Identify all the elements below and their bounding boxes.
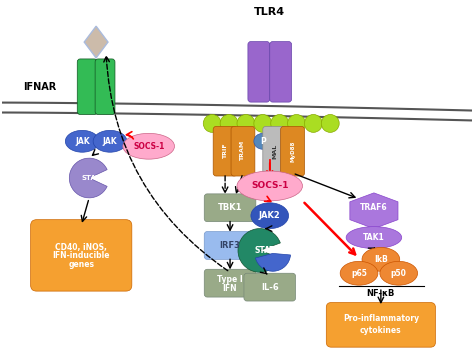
Polygon shape [350, 193, 398, 229]
FancyBboxPatch shape [204, 269, 256, 297]
Ellipse shape [346, 227, 401, 248]
Ellipse shape [237, 171, 302, 201]
Ellipse shape [304, 115, 322, 132]
Text: NF-κB: NF-κB [367, 289, 395, 298]
Text: IFN: IFN [223, 284, 237, 293]
FancyBboxPatch shape [244, 273, 296, 301]
FancyBboxPatch shape [248, 42, 270, 102]
Text: TAK1: TAK1 [363, 233, 385, 242]
Ellipse shape [93, 130, 127, 152]
Text: STAT1: STAT1 [81, 175, 105, 181]
Text: cytokines: cytokines [360, 326, 401, 335]
Ellipse shape [271, 115, 289, 132]
Ellipse shape [251, 203, 289, 229]
Ellipse shape [220, 115, 238, 132]
Text: TRAF6: TRAF6 [360, 203, 388, 212]
Text: JAK: JAK [75, 137, 90, 146]
Text: TRIF: TRIF [223, 143, 228, 159]
Text: genes: genes [68, 260, 94, 269]
Text: Type I: Type I [217, 275, 243, 284]
FancyBboxPatch shape [213, 126, 237, 176]
Text: CD40, iNOS,: CD40, iNOS, [55, 243, 107, 252]
Ellipse shape [362, 247, 400, 271]
Text: p50: p50 [391, 269, 407, 278]
FancyBboxPatch shape [77, 59, 97, 115]
Text: IL-6: IL-6 [261, 283, 279, 292]
Wedge shape [255, 253, 291, 271]
Text: TLR4: TLR4 [254, 7, 285, 17]
FancyBboxPatch shape [281, 126, 304, 176]
Text: TRAM: TRAM [240, 141, 246, 161]
FancyBboxPatch shape [204, 232, 256, 260]
FancyBboxPatch shape [204, 194, 256, 222]
Ellipse shape [321, 115, 339, 132]
Text: STAT5: STAT5 [255, 246, 281, 255]
Text: MyD88: MyD88 [290, 141, 295, 162]
Ellipse shape [237, 115, 255, 132]
Text: MAL: MAL [272, 143, 277, 159]
Ellipse shape [254, 115, 272, 132]
Text: IRF3: IRF3 [219, 241, 240, 250]
Ellipse shape [254, 134, 272, 149]
FancyBboxPatch shape [263, 126, 287, 176]
Polygon shape [84, 26, 108, 58]
Wedge shape [238, 229, 280, 272]
Text: P: P [260, 137, 265, 146]
Text: Pro-inflammatory: Pro-inflammatory [343, 314, 419, 323]
Text: JAK: JAK [103, 137, 117, 146]
FancyBboxPatch shape [31, 220, 132, 291]
Ellipse shape [123, 134, 174, 159]
Ellipse shape [203, 115, 221, 132]
FancyBboxPatch shape [270, 42, 292, 102]
Text: SOCS-1: SOCS-1 [251, 182, 289, 190]
Ellipse shape [288, 115, 305, 132]
Ellipse shape [65, 130, 99, 152]
Text: IkB: IkB [374, 255, 388, 264]
Ellipse shape [380, 261, 418, 285]
Text: TBK1: TBK1 [218, 203, 242, 212]
Wedge shape [69, 158, 107, 198]
FancyBboxPatch shape [95, 59, 115, 115]
Text: IFN-inducible: IFN-inducible [53, 251, 110, 260]
Text: IFNAR: IFNAR [23, 82, 56, 92]
FancyBboxPatch shape [231, 126, 255, 176]
Text: p65: p65 [351, 269, 367, 278]
Ellipse shape [340, 261, 378, 285]
FancyBboxPatch shape [326, 303, 436, 347]
Text: SOCS-1: SOCS-1 [133, 142, 164, 151]
Text: JAK2: JAK2 [259, 211, 281, 220]
